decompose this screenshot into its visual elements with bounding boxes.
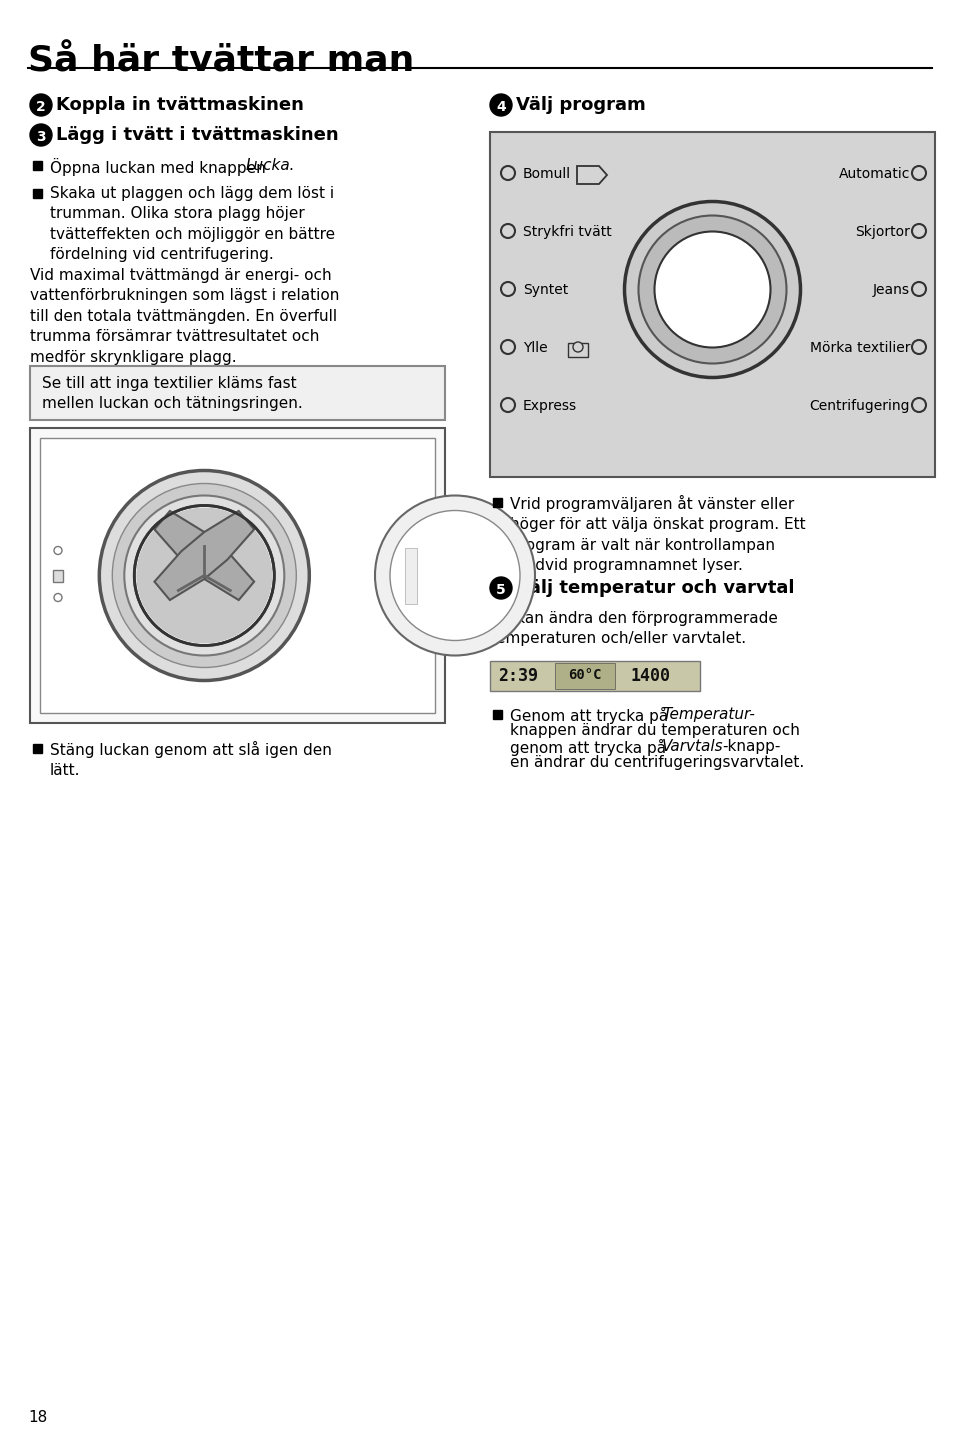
Bar <box>490 132 935 478</box>
Text: Vrid programväljaren åt vänster eller
höger för att välja önskat program. Ett
pr: Vrid programväljaren åt vänster eller hö… <box>510 495 805 574</box>
Bar <box>40 437 435 713</box>
Text: 3: 3 <box>36 130 46 143</box>
Text: Koppla in tvättmaskinen: Koppla in tvättmaskinen <box>56 96 304 113</box>
Circle shape <box>30 123 52 146</box>
Bar <box>33 161 42 169</box>
Text: 4: 4 <box>496 100 506 113</box>
Circle shape <box>124 496 284 655</box>
Circle shape <box>912 282 926 295</box>
Circle shape <box>501 399 515 412</box>
Circle shape <box>112 483 297 667</box>
Text: Stäng luckan genom att slå igen den
lätt.: Stäng luckan genom att slå igen den lätt… <box>50 741 332 779</box>
Text: Varvtals: Varvtals <box>662 739 724 754</box>
Text: knappen ändrar du temperaturen och: knappen ändrar du temperaturen och <box>510 723 800 739</box>
Bar <box>33 743 42 753</box>
Bar <box>490 661 700 691</box>
Polygon shape <box>155 511 254 599</box>
Circle shape <box>655 231 771 347</box>
Circle shape <box>390 511 520 641</box>
Text: 5: 5 <box>496 584 506 597</box>
Circle shape <box>501 282 515 295</box>
Text: 18: 18 <box>28 1410 47 1425</box>
Bar <box>33 188 42 198</box>
Text: Skjortor: Skjortor <box>855 225 910 239</box>
Text: Lucka: Lucka <box>246 158 291 174</box>
Text: Temperatur-: Temperatur- <box>662 707 755 721</box>
Circle shape <box>638 215 786 363</box>
Text: .: . <box>288 158 293 174</box>
Text: 2: 2 <box>36 100 46 113</box>
Circle shape <box>30 95 52 116</box>
Circle shape <box>912 224 926 238</box>
Circle shape <box>99 470 309 681</box>
Text: Lägg i tvätt i tvättmaskinen: Lägg i tvätt i tvättmaskinen <box>56 126 339 143</box>
Circle shape <box>501 166 515 181</box>
Circle shape <box>375 496 535 655</box>
Ellipse shape <box>136 508 273 644</box>
Text: Välj program: Välj program <box>516 96 646 113</box>
Circle shape <box>490 95 512 116</box>
Circle shape <box>134 506 275 645</box>
Text: Ylle: Ylle <box>523 341 547 356</box>
Circle shape <box>501 224 515 238</box>
Text: Så här tvättar man: Så här tvättar man <box>28 44 415 77</box>
Circle shape <box>912 399 926 412</box>
Text: Välj temperatur och varvtal: Välj temperatur och varvtal <box>516 579 795 597</box>
Bar <box>493 710 502 718</box>
Text: Skaka ut plaggen och lägg dem löst i
trumman. Olika stora plagg höjer
tvätteffek: Skaka ut plaggen och lägg dem löst i tru… <box>50 186 335 262</box>
Text: en ändrar du centrifugeringsvarvtalet.: en ändrar du centrifugeringsvarvtalet. <box>510 754 804 770</box>
Text: Syntet: Syntet <box>523 282 568 297</box>
Text: Express: Express <box>523 399 577 413</box>
Text: Bomull: Bomull <box>523 166 571 181</box>
Polygon shape <box>155 511 254 599</box>
Text: 2:39: 2:39 <box>498 667 538 685</box>
Bar <box>493 498 502 506</box>
Text: Öppna luckan med knappen: Öppna luckan med knappen <box>50 158 271 176</box>
Text: genom att trycka på: genom att trycka på <box>510 739 671 756</box>
Text: Mörka textilier: Mörka textilier <box>809 341 910 356</box>
Bar <box>30 427 445 723</box>
Circle shape <box>490 576 512 599</box>
Bar <box>568 343 588 357</box>
Circle shape <box>501 340 515 354</box>
Bar <box>402 541 420 611</box>
Text: Se till att inga textilier kläms fast
mellen luckan och tätningsringen.: Se till att inga textilier kläms fast me… <box>42 376 302 412</box>
Circle shape <box>54 594 62 601</box>
Circle shape <box>912 166 926 181</box>
Text: Genom att trycka på: Genom att trycka på <box>510 707 673 724</box>
Bar <box>405 548 417 604</box>
Text: Du kan ändra den förprogrammerade
temperaturen och/eller varvtalet.: Du kan ändra den förprogrammerade temper… <box>490 611 778 647</box>
Bar <box>555 663 615 688</box>
Text: Centrifugering: Centrifugering <box>809 399 910 413</box>
Text: Strykfri tvätt: Strykfri tvätt <box>523 225 612 239</box>
Circle shape <box>54 546 62 555</box>
Text: Jeans: Jeans <box>873 282 910 297</box>
Text: -knapp-: -knapp- <box>722 739 780 754</box>
Text: 1400: 1400 <box>630 667 670 685</box>
Circle shape <box>625 202 801 377</box>
Polygon shape <box>577 166 607 184</box>
Bar <box>53 569 63 582</box>
Text: 60°C: 60°C <box>568 668 602 683</box>
Text: Vid maximal tvättmängd är energi- och
vattenförbrukningen som lägst i relation
t: Vid maximal tvättmängd är energi- och va… <box>30 268 340 364</box>
Circle shape <box>912 340 926 354</box>
Text: Automatic: Automatic <box>839 166 910 181</box>
FancyBboxPatch shape <box>30 366 445 420</box>
Circle shape <box>573 341 583 351</box>
